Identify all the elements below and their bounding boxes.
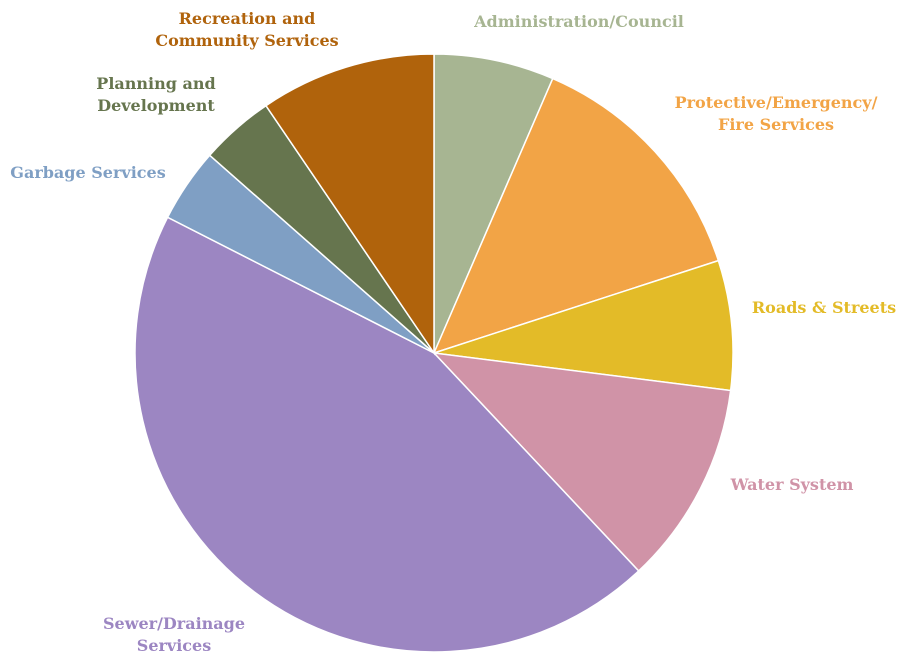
slice-label-line: Water System: [730, 475, 854, 494]
slice-label-8: Recreation and Community Services: [155, 9, 338, 50]
slice-label-4: Water System: [730, 475, 854, 494]
slice-label-7: Planning and Development: [96, 74, 215, 115]
slice-label-line: Fire Services: [718, 115, 834, 134]
slice-label-line: Roads & Streets: [752, 298, 896, 317]
pie-slice-1: [433, 53, 554, 354]
slice-label-line: Sewer/Drainage: [103, 614, 245, 633]
slice-label-5: Sewer/Drainage Services: [103, 614, 245, 655]
slice-label-line: Planning and: [96, 74, 215, 93]
pie-slice-2: [432, 77, 720, 355]
slice-label-line: Recreation and: [179, 9, 316, 28]
slice-label-line: Administration/Council: [473, 12, 684, 31]
slice-label-line: Services: [137, 636, 211, 655]
slice-label-line: Garbage Services: [10, 163, 165, 182]
pie-slice-4: [432, 351, 732, 573]
slice-label-line: Development: [97, 96, 215, 115]
slice-label-2: Protective/Emergency/Fire Services: [675, 93, 878, 134]
slice-label-line: Community Services: [155, 31, 338, 50]
slice-label-3: Roads & Streets: [752, 298, 896, 317]
slice-label-line: Protective/Emergency/: [675, 93, 878, 112]
pie-slices: [134, 53, 734, 653]
pie-slice-5: [134, 216, 640, 653]
slice-label-1: Administration/Council: [473, 12, 684, 31]
pie-slice-3: [433, 259, 734, 392]
pie-labels: Administration/Council Protective/Emergen…: [10, 9, 896, 655]
slice-label-6: Garbage Services: [10, 163, 165, 182]
pie-slice-8: [264, 53, 435, 356]
